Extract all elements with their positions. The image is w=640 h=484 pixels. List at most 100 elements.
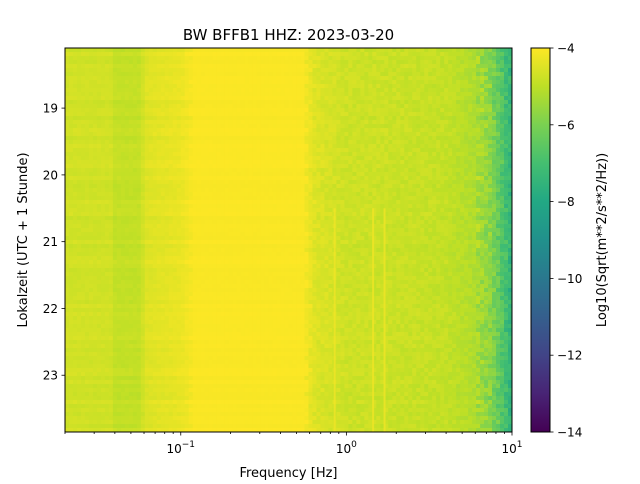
heatmap-cell — [93, 332, 97, 337]
heatmap-cell — [153, 144, 157, 149]
heatmap-cell — [93, 288, 97, 293]
heatmap-cell — [181, 304, 185, 309]
heatmap-cell — [193, 416, 197, 421]
heatmap-cell — [153, 416, 157, 421]
heatmap-cell — [121, 300, 125, 305]
heatmap-cell — [265, 380, 269, 385]
heatmap-cell — [229, 416, 233, 421]
heatmap-cell — [121, 256, 125, 261]
heatmap-cell — [165, 68, 169, 73]
heatmap-cell — [77, 140, 81, 145]
heatmap-cell — [257, 204, 261, 209]
heatmap-cell — [181, 144, 185, 149]
heatmap-cell — [177, 212, 181, 217]
heatmap-cell — [65, 344, 69, 349]
heatmap-cell — [149, 196, 153, 201]
heatmap-cell — [261, 192, 265, 197]
heatmap-cell — [97, 388, 101, 393]
heatmap-cell — [69, 276, 73, 281]
heatmap-cell — [237, 204, 241, 209]
heatmap-cell — [269, 340, 273, 345]
heatmap-cell — [193, 380, 197, 385]
heatmap-cell — [69, 196, 73, 201]
heatmap-cell — [77, 340, 81, 345]
heatmap-cell — [205, 80, 209, 85]
heatmap-cell — [121, 200, 125, 205]
heatmap-cell — [257, 396, 261, 401]
heatmap-cell — [105, 172, 109, 177]
heatmap-cell — [161, 372, 165, 377]
heatmap-cell — [249, 424, 253, 429]
heatmap-cell — [209, 408, 213, 413]
heatmap-cell — [113, 172, 117, 177]
heatmap-cell — [217, 280, 221, 285]
heatmap-cell — [161, 388, 165, 393]
heatmap-cell — [177, 264, 181, 269]
heatmap-cell — [141, 296, 145, 301]
heatmap-cell — [81, 220, 85, 225]
heatmap-cell — [225, 256, 229, 261]
heatmap-cell — [173, 352, 177, 357]
heatmap-cell — [225, 344, 229, 349]
heatmap-cell — [213, 412, 217, 417]
heatmap-cell — [101, 188, 105, 193]
heatmap-cell — [145, 284, 149, 289]
heatmap-cell — [113, 140, 117, 145]
heatmap-cell — [241, 100, 245, 105]
heatmap-cell — [69, 412, 73, 417]
heatmap-cell — [265, 148, 269, 153]
heatmap-cell — [193, 108, 197, 113]
heatmap-cell — [257, 368, 261, 373]
heatmap-cell — [169, 92, 173, 97]
heatmap-cell — [209, 320, 213, 325]
heatmap-cell — [209, 188, 213, 193]
heatmap-cell — [237, 248, 241, 253]
heatmap-cell — [153, 160, 157, 165]
heatmap-cell — [141, 192, 145, 197]
heatmap-cell — [101, 320, 105, 325]
heatmap-cell — [169, 180, 173, 185]
heatmap-cell — [137, 308, 141, 313]
heatmap-cell — [125, 64, 129, 69]
heatmap-cell — [225, 288, 229, 293]
heatmap-cell — [65, 380, 69, 385]
heatmap-cell — [77, 188, 81, 193]
heatmap-cell — [73, 296, 77, 301]
heatmap-cell — [205, 352, 209, 357]
heatmap-cell — [149, 288, 153, 293]
heatmap-cell — [169, 156, 173, 161]
heatmap-cell — [81, 300, 85, 305]
heatmap-cell — [73, 348, 77, 353]
heatmap-cell — [69, 328, 73, 333]
heatmap-cell — [237, 156, 241, 161]
heatmap-cell — [193, 404, 197, 409]
heatmap-cell — [149, 320, 153, 325]
heatmap-cell — [101, 112, 105, 117]
heatmap-cell — [261, 100, 265, 105]
heatmap-cell — [105, 136, 109, 141]
heatmap-cell — [153, 400, 157, 405]
heatmap-cell — [177, 220, 181, 225]
heatmap-cell — [97, 416, 101, 421]
heatmap-cell — [169, 204, 173, 209]
heatmap-cell — [65, 348, 69, 353]
heatmap-cell — [217, 56, 221, 61]
heatmap-cell — [109, 360, 113, 365]
heatmap-cell — [113, 84, 117, 89]
heatmap-cell — [245, 356, 249, 361]
heatmap-cell — [205, 56, 209, 61]
heatmap-cell — [237, 228, 241, 233]
heatmap-cell — [69, 268, 73, 273]
heatmap-cell — [209, 124, 213, 129]
heatmap-cell — [185, 164, 189, 169]
heatmap-cell — [169, 84, 173, 89]
heatmap-cell — [93, 352, 97, 357]
heatmap-cell — [113, 244, 117, 249]
heatmap-cell — [245, 136, 249, 141]
heatmap-cell — [193, 260, 197, 265]
heatmap-cell — [217, 288, 221, 293]
heatmap-cell — [93, 412, 97, 417]
heatmap-cell — [113, 300, 117, 305]
heatmap-cell — [209, 236, 213, 241]
